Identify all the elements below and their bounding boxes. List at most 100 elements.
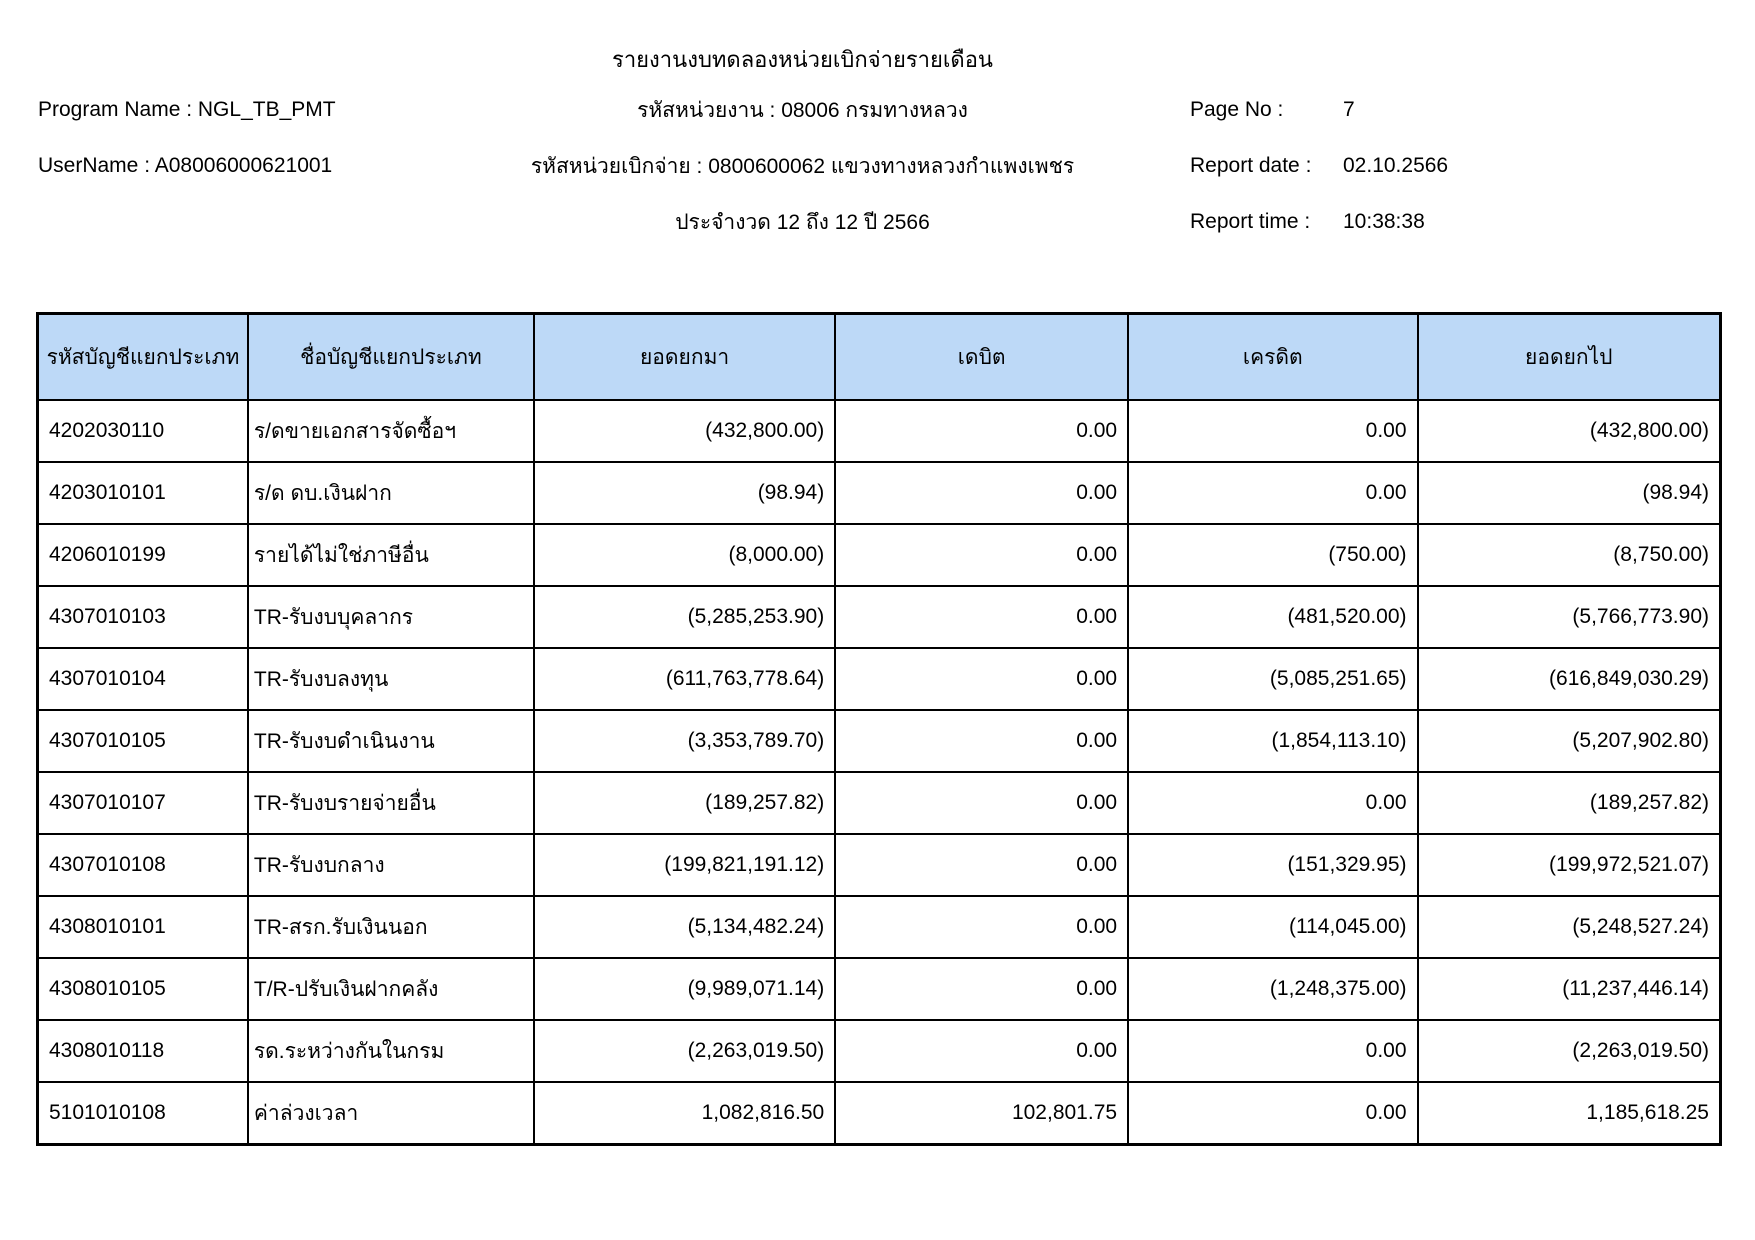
table-row: 4308010105 T/R-ปรับเงินฝากคลัง (9,989,071.… [36, 957, 1722, 1021]
debit-cell: 0.00 [834, 895, 1130, 959]
report-time-value: 10:38:38 [1343, 210, 1425, 233]
account-code-cell: 4307010107 [36, 771, 249, 835]
account-code-cell: 4307010108 [36, 833, 249, 897]
account-name-cell: TR-รับงบรายจ่ายอื่น [246, 771, 535, 835]
closing-balance-cell: (189,257.82) [1416, 771, 1722, 835]
debit-cell: 0.00 [834, 585, 1130, 649]
table-row: 4307010105 TR-รับงบดำเนินงาน (3,353,789.70… [36, 709, 1722, 773]
header-line-2: UserName : A08006000621001 รหัสหน่วยเบิก… [0, 138, 1755, 194]
credit-cell: (5,085,251.65) [1127, 647, 1419, 711]
account-name-cell: รายได้ไม่ใช่ภาษีอื่น [246, 523, 535, 587]
opening-balance-cell: (3,353,789.70) [532, 709, 837, 773]
debit-cell: 0.00 [834, 833, 1130, 897]
account-name-cell: T/R-ปรับเงินฝากคลัง [246, 957, 535, 1021]
table-row: 4307010104 TR-รับงบลงทุน (611,763,778.64) 0… [36, 647, 1722, 711]
credit-cell: (151,329.95) [1127, 833, 1419, 897]
column-header-5: ยอดยกไป [1416, 312, 1722, 401]
opening-balance-cell: (5,285,253.90) [532, 585, 837, 649]
period-line: ประจำงวด 12 ถึง 12 ปี 2566 [675, 210, 930, 234]
table-row: 4307010107 TR-รับงบรายจ่ายอื่น (189,257.82… [36, 771, 1722, 835]
closing-balance-cell: (98.94) [1416, 461, 1722, 525]
account-name-cell: TR-รับงบลงทุน [246, 647, 535, 711]
credit-cell: (1,854,113.10) [1127, 709, 1419, 773]
closing-balance-cell: 1,185,618.25 [1416, 1081, 1722, 1146]
account-code-cell: 4308010118 [36, 1019, 249, 1083]
column-header-1: ชื่อบัญชีแยกประเภท [246, 312, 535, 401]
column-header-0: รหัสบัญชีแยกประเภท [36, 312, 249, 401]
opening-balance-cell: (9,989,071.14) [532, 957, 837, 1021]
credit-cell: (750.00) [1127, 523, 1419, 587]
program-name-value: NGL_TB_PMT [197, 98, 336, 121]
account-name-cell: ร/ด ดบ.เงินฝาก [246, 461, 535, 525]
account-code-cell: 4203010101 [36, 461, 249, 525]
account-name-cell: TR-รับงบกลาง [246, 833, 535, 897]
debit-cell: 0.00 [834, 771, 1130, 835]
closing-balance-cell: (5,207,902.80) [1416, 709, 1722, 773]
account-code-cell: 4307010103 [36, 585, 249, 649]
account-code-cell: 4307010105 [36, 709, 249, 773]
closing-balance-cell: (432,800.00) [1416, 399, 1722, 463]
table-row: 4203010101 ร/ด ดบ.เงินฝาก (98.94) 0.00 0.00(… [36, 461, 1722, 525]
account-name-cell: TR-สรก.รับเงินนอก [246, 895, 535, 959]
opening-balance-cell: (432,800.00) [532, 399, 837, 463]
opening-balance-cell: (189,257.82) [532, 771, 837, 835]
opening-balance-cell: (199,821,191.12) [532, 833, 837, 897]
account-code-cell: 4206010199 [36, 523, 249, 587]
debit-cell: 0.00 [834, 957, 1130, 1021]
table-header-row: รหัสบัญชีแยกประเภท ชื่อบัญชีแยกประเภท ยอดย… [36, 312, 1722, 401]
table-row: 4202030110 ร/ดขายเอกสารจัดซื้อฯ (432,800.0… [36, 399, 1722, 463]
header-line-1: Program Name : NGL_TB_PMT รหัสหน่วยงาน :… [0, 82, 1755, 138]
closing-balance-cell: (616,849,030.29) [1416, 647, 1722, 711]
credit-cell: (114,045.00) [1127, 895, 1419, 959]
table-row: 4307010103 TR-รับงบบุคลากร (5,285,253.90) 0… [36, 585, 1722, 649]
report-time-label: Report time : [1190, 210, 1311, 233]
closing-balance-cell: (5,766,773.90) [1416, 585, 1722, 649]
username-label: UserName : [38, 154, 151, 177]
header-line-3: ประจำงวด 12 ถึง 12 ปี 2566 Report time :… [0, 194, 1755, 250]
column-header-3: เดบิต [834, 312, 1130, 401]
table-row: 4206010199 รายได้ไม่ใช่ภาษีอื่น (8,000.00)… [36, 523, 1722, 587]
report-header: รายงานงบทดลองหน่วยเบิกจ่ายรายเดือน Progr… [0, 0, 1755, 250]
credit-cell: 0.00 [1127, 399, 1419, 463]
table-row: 4307010108 TR-รับงบกลาง (199,821,191.12) 0.… [36, 833, 1722, 897]
account-name-cell: TR-รับงบบุคลากร [246, 585, 535, 649]
debit-cell: 0.00 [834, 399, 1130, 463]
debit-cell: 102,801.75 [834, 1081, 1130, 1146]
debit-cell: 0.00 [834, 523, 1130, 587]
program-name-label: Program Name : [38, 98, 193, 121]
page-no-label: Page No : [1190, 98, 1284, 121]
opening-balance-cell: (98.94) [532, 461, 837, 525]
disbursement-unit-line: รหัสหน่วยเบิกจ่าย : 0800600062 แขวงทางหล… [530, 154, 1075, 178]
account-name-cell: ค่าล่วงเวลา [246, 1081, 535, 1146]
account-name-cell: TR-รับงบดำเนินงาน [246, 709, 535, 773]
table-row: 4308010101 TR-สรก.รับเงินนอก (5,134,482.24… [36, 895, 1722, 959]
credit-cell: (481,520.00) [1127, 585, 1419, 649]
report-date-value: 02.10.2566 [1343, 154, 1449, 177]
opening-balance-cell: (611,763,778.64) [532, 647, 837, 711]
username-value: A08006000621001 [154, 154, 333, 177]
debit-cell: 0.00 [834, 461, 1130, 525]
opening-balance-cell: 1,082,816.50 [532, 1081, 837, 1146]
account-name-cell: รด.ระหว่างกันในกรม [246, 1019, 535, 1083]
column-header-2: ยอดยกมา [532, 312, 837, 401]
agency-code-line: รหัสหน่วยงาน : 08006 กรมทางหลวง [637, 98, 968, 122]
column-header-4: เครดิต [1127, 312, 1419, 401]
report-title: รายงานงบทดลองหน่วยเบิกจ่ายรายเดือน [612, 46, 993, 72]
closing-balance-cell: (8,750.00) [1416, 523, 1722, 587]
table-row: 5101010108 ค่าล่วงเวลา 1,082,816.50 102,801… [36, 1081, 1722, 1146]
account-code-cell: 4308010105 [36, 957, 249, 1021]
title-row: รายงานงบทดลองหน่วยเบิกจ่ายรายเดือน [0, 36, 1755, 82]
page-no-value: 7 [1343, 98, 1355, 121]
credit-cell: 0.00 [1127, 1081, 1419, 1146]
closing-balance-cell: (199,972,521.07) [1416, 833, 1722, 897]
table-row: 4308010118 รด.ระหว่างกันในกรม (2,263,019.5… [36, 1019, 1722, 1083]
report-date-label: Report date : [1190, 154, 1312, 177]
credit-cell: (1,248,375.00) [1127, 957, 1419, 1021]
debit-cell: 0.00 [834, 647, 1130, 711]
account-code-cell: 4307010104 [36, 647, 249, 711]
credit-cell: 0.00 [1127, 461, 1419, 525]
opening-balance-cell: (8,000.00) [532, 523, 837, 587]
credit-cell: 0.00 [1127, 771, 1419, 835]
trial-balance-table-wrap: รหัสบัญชีแยกประเภท ชื่อบัญชีแยกประเภท ยอดย… [36, 312, 1755, 1146]
credit-cell: 0.00 [1127, 1019, 1419, 1083]
